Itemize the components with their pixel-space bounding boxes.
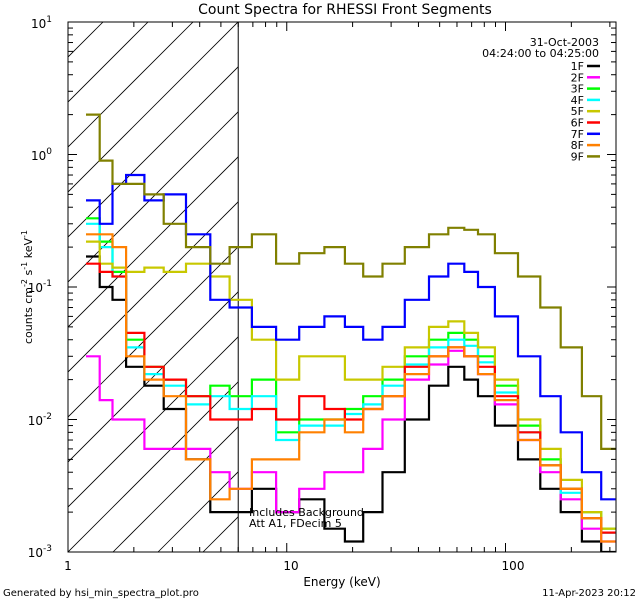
x-tick-label-10: 10 [283,559,298,573]
series-line-6f [86,262,616,534]
series-line-5f [86,240,616,530]
timestamp-label: 11-Apr-2023 20:12 [542,588,636,599]
x-tick-labels: 1 10 100 [64,559,524,573]
legend-label-4f: 4F [571,94,584,107]
hatch-line [68,291,239,463]
legend-label-9f: 9F [571,150,584,163]
hatch-line [428,12,640,552]
legend-label-3f: 3F [571,83,584,96]
series-line-3f [86,217,616,530]
hatch-line [68,201,239,373]
series-line-9f [86,113,616,450]
x-tick-label-1: 1 [64,559,72,573]
legend-label-8f: 8F [571,139,584,152]
legend-label-7f: 7F [571,128,584,141]
hatch-line [68,22,194,148]
y-tick-label-1e1: 101 [31,15,52,31]
legend-label-6f: 6F [571,117,584,130]
hatch-line [473,12,640,552]
legend-label-5f: 5F [571,105,584,118]
x-tick-label-100: 100 [502,559,525,573]
series-line-7f [86,173,616,501]
x-axis-label: Energy (keV) [303,575,380,589]
hatch-line [68,336,239,508]
y-tick-label-1e-1: 10-1 [28,279,52,295]
y-tick-label-1e0: 100 [31,147,52,163]
attenuator-note: Att A1, FDecim 5 [249,517,342,530]
y-tick-label-1e-2: 10-2 [28,412,52,428]
hatch-line [293,12,640,552]
hatch-line [68,22,239,193]
hatch-line [112,426,239,552]
hatch-line [68,246,239,418]
series-line-1f [86,255,616,552]
generated-by-label: Generated by hsi_min_spectra_plot.pro [3,588,199,599]
legend-label-2f: 2F [571,71,584,84]
hatch-line [68,22,104,58]
axis-ticks [67,21,616,553]
series-lines [86,113,616,552]
background-note: Includes Background [249,506,364,519]
chart-title: Count Spectra for RHESSI Front Segments [198,2,492,18]
hatch-line [68,156,239,328]
legend-label-1f: 1F [571,60,584,73]
hatch-line [383,12,640,552]
y-axis-label: counts cm-2 s-1 keV-1 [20,230,35,344]
hatch-line [68,381,239,552]
series-line-8f [86,233,616,543]
hatch-line [68,66,239,238]
hatched-region [68,12,640,552]
hatch-line [338,12,640,552]
date-label: 31-Oct-2003 [530,36,599,49]
y-tick-label-1e-3: 10-3 [28,544,52,560]
series-line-4f [86,222,616,534]
time-range-label: 04:24:00 to 04:25:00 [482,47,599,60]
y-tick-labels: 101 100 10-1 10-2 10-3 [28,15,53,560]
